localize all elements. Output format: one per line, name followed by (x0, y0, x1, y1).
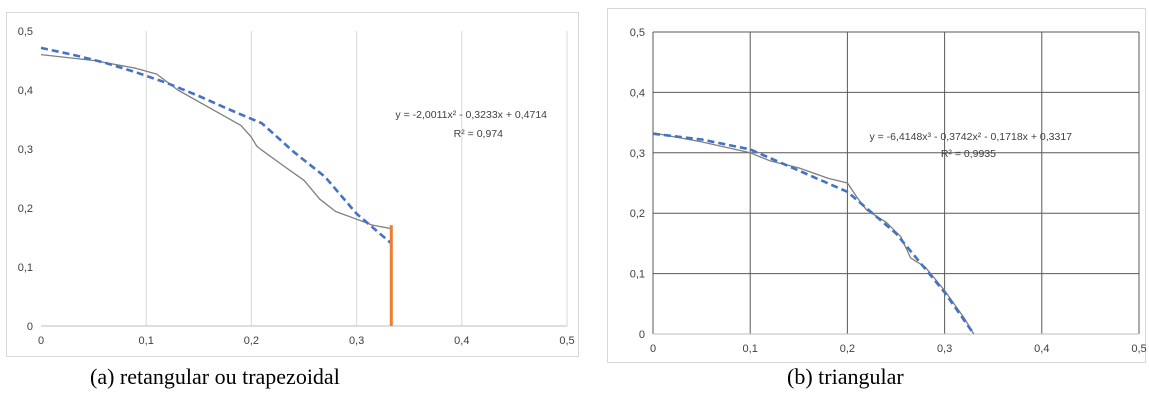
x-tick-label: 0,3 (349, 335, 364, 347)
x-tick-label: 0,5 (559, 335, 574, 347)
x-tick-label: 0,2 (244, 335, 259, 347)
series-trendline (40, 46, 393, 245)
y-tick-label: 0 (27, 321, 33, 333)
series-data (40, 53, 392, 230)
y-tick-label: 0,3 (18, 144, 33, 156)
r-squared-label: R² = 0,9935 (941, 148, 996, 160)
y-tick-label: 0,4 (18, 85, 33, 97)
y-tick-label: 0 (639, 329, 645, 341)
x-tick-label: 0 (650, 343, 656, 355)
x-tick-label: 0,1 (139, 335, 154, 347)
series-trendline (652, 132, 975, 335)
caption-a: (a) retangular ou trapezoidal (90, 364, 340, 389)
y-tick-label: 0,5 (630, 27, 645, 39)
x-tick-label: 0,4 (454, 335, 469, 347)
chart-panel-b: 0 0,1 0,2 0,3 0,4 0,5 0 0,1 0,2 0,3 0,4 0,5 y = -6,4… (607, 8, 1147, 363)
chart-a: 0 0,1 0,2 0,3 0,4 0,5 0 0,1 0,2 0,3 0,4 0,5 y = -2,0… (18, 26, 575, 347)
chart-b: 0 0,1 0,2 0,3 0,4 0,5 0 0,1 0,2 0,3 0,4 0,5 y = -6,4… (630, 27, 1147, 355)
chart-panel-a: 0 0,1 0,2 0,3 0,4 0,5 0 0,1 0,2 0,3 0,4 0,5 y = -2,0… (6, 12, 579, 357)
x-tick-label: 0,1 (743, 343, 758, 355)
x-tick-label: 0,3 (937, 343, 952, 355)
series-data (652, 132, 975, 335)
y-tick-label: 0,3 (630, 148, 645, 160)
y-tick-label: 0,1 (630, 269, 645, 281)
y-tick-label: 0,2 (18, 203, 33, 215)
x-tick-label: 0,5 (1131, 343, 1146, 355)
y-tick-label: 0,1 (18, 262, 33, 274)
trendline-equation: y = -6,4148x³ - 0,3742x² - 0,1718x + 0,3… (869, 131, 1072, 143)
y-tick-label: 0,2 (630, 208, 645, 220)
y-tick-label: 0,4 (630, 87, 645, 99)
x-tick-label: 0 (38, 335, 44, 347)
y-tick-label: 0,5 (18, 26, 33, 38)
caption-b: (b) triangular (787, 364, 904, 389)
r-squared-label: R² = 0,974 (454, 128, 503, 140)
trendline-equation: y = -2,0011x² - 0,3233x + 0,4714 (395, 109, 547, 121)
x-tick-label: 0,2 (840, 343, 855, 355)
x-tick-label: 0,4 (1034, 343, 1049, 355)
